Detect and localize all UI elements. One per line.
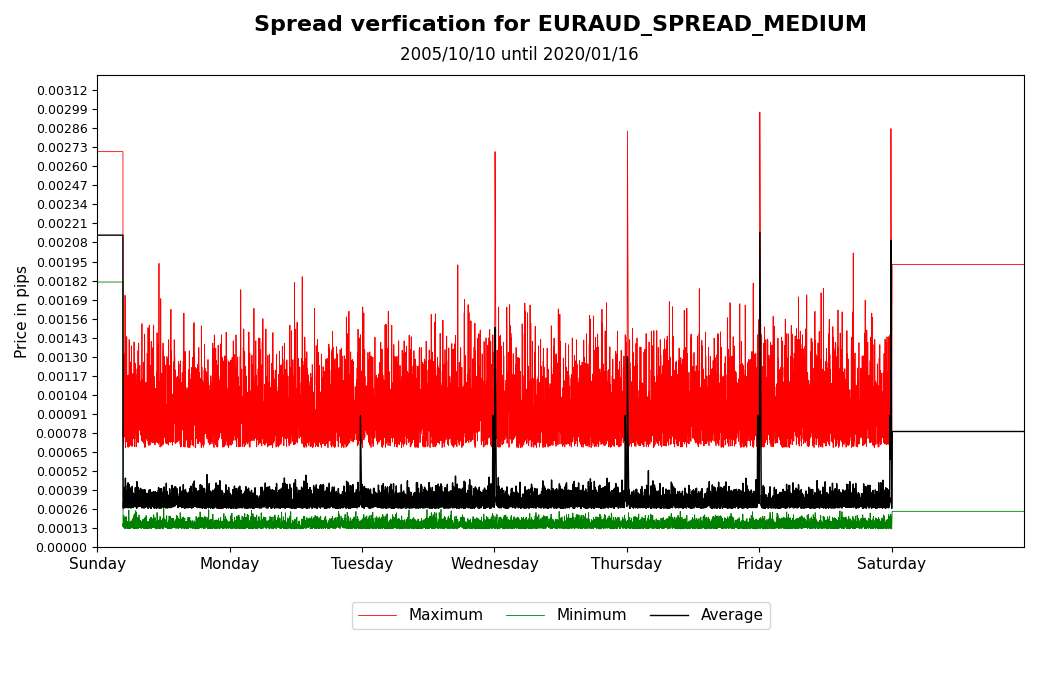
Maximum bbox=[753, 108, 766, 116]
Average bbox=[355, 470, 368, 478]
Minimum bbox=[217, 524, 230, 533]
Maximum bbox=[113, 148, 126, 156]
Maximum bbox=[885, 443, 898, 452]
Average bbox=[91, 231, 104, 239]
Maximum bbox=[788, 416, 800, 424]
Maximum bbox=[340, 437, 352, 445]
Average bbox=[340, 496, 352, 505]
Line: Minimum: Minimum bbox=[98, 282, 1024, 529]
Minimum bbox=[340, 520, 352, 528]
Minimum bbox=[788, 523, 800, 531]
Average bbox=[885, 504, 898, 512]
Average bbox=[113, 231, 126, 239]
Maximum bbox=[217, 363, 230, 371]
Text: 2005/10/10 until 2020/01/16: 2005/10/10 until 2020/01/16 bbox=[400, 46, 639, 64]
Maximum bbox=[1018, 260, 1031, 269]
Average bbox=[753, 228, 766, 237]
Minimum bbox=[1018, 507, 1031, 515]
Legend: Maximum, Minimum, Average: Maximum, Minimum, Average bbox=[351, 602, 770, 629]
Maximum bbox=[686, 404, 698, 412]
Minimum bbox=[355, 522, 368, 531]
Line: Average: Average bbox=[98, 232, 1024, 508]
Average bbox=[217, 494, 230, 503]
Minimum bbox=[113, 278, 126, 286]
Average bbox=[788, 504, 800, 512]
Line: Maximum: Maximum bbox=[98, 112, 1024, 447]
Minimum bbox=[885, 525, 898, 533]
Minimum bbox=[91, 278, 104, 286]
Maximum bbox=[355, 408, 368, 416]
Y-axis label: Price in pips: Price in pips bbox=[15, 265, 30, 358]
Average bbox=[686, 504, 698, 512]
Average bbox=[1018, 427, 1031, 435]
Minimum bbox=[686, 523, 698, 531]
Title: Spread verfication for EURAUD_SPREAD_MEDIUM: Spread verfication for EURAUD_SPREAD_MED… bbox=[255, 15, 868, 36]
Maximum bbox=[91, 148, 104, 156]
